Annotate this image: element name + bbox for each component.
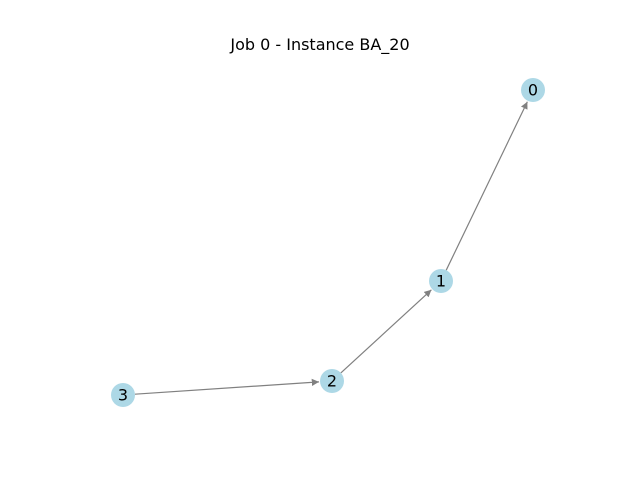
node-2: 2 — [320, 369, 344, 393]
edge-3-to-2 — [134, 378, 320, 395]
edge-2-to-1 — [340, 289, 432, 374]
node-circle-0 — [521, 78, 545, 102]
node-label-3: 3 — [118, 386, 128, 405]
node-label-0: 0 — [528, 81, 538, 100]
nodes-layer: 0 1 2 3 — [111, 78, 545, 407]
node-3: 3 — [111, 383, 135, 407]
node-label-1: 1 — [436, 272, 446, 291]
node-label-2: 2 — [327, 372, 337, 391]
node-1: 1 — [429, 269, 453, 293]
edge-1-to-0 — [445, 101, 528, 271]
node-circle-2 — [320, 369, 344, 393]
figure-title: Job 0 - Instance BA_20 — [229, 35, 409, 55]
node-0: 0 — [521, 78, 545, 102]
node-circle-3 — [111, 383, 135, 407]
edges-layer — [134, 101, 528, 395]
node-circle-1 — [429, 269, 453, 293]
